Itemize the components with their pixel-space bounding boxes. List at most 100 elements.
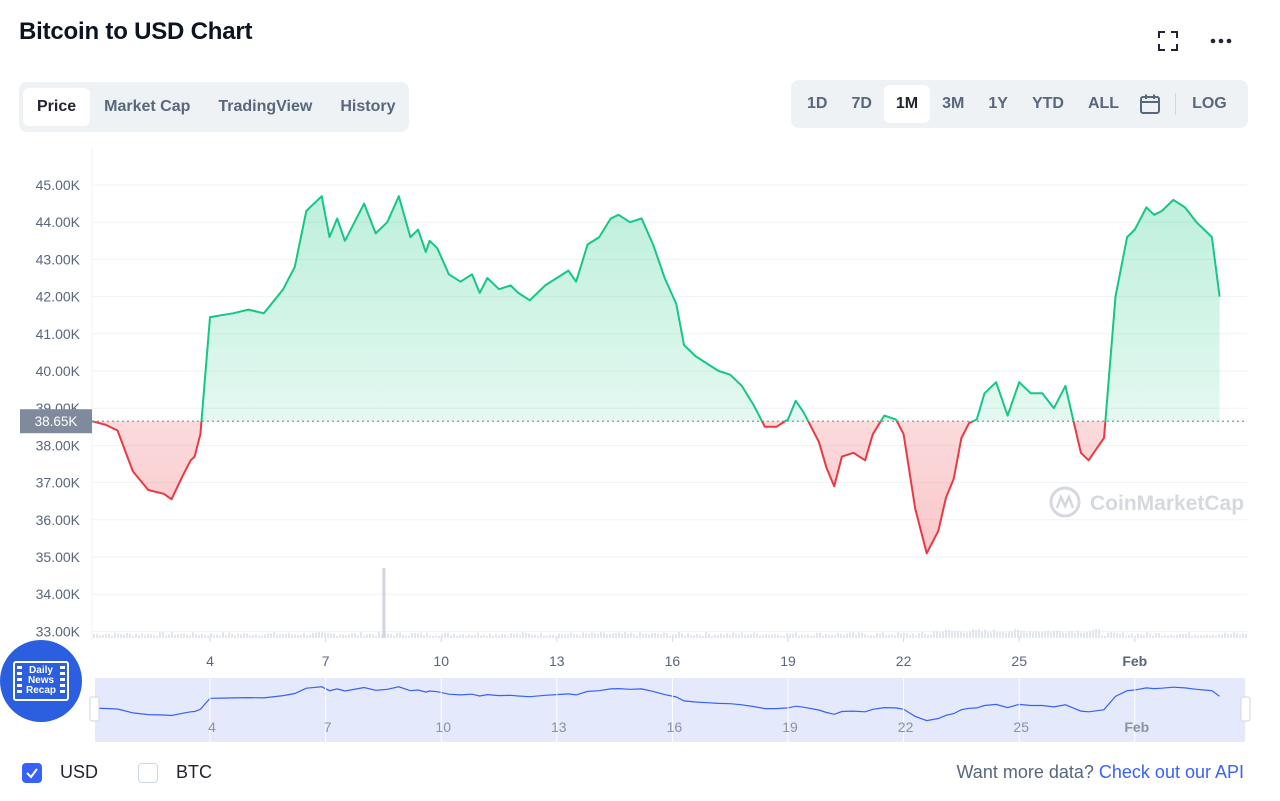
volume-bar bbox=[1146, 632, 1148, 638]
volume-bar bbox=[1200, 635, 1202, 638]
volume-bar bbox=[96, 633, 98, 638]
calendar-button[interactable] bbox=[1131, 85, 1169, 123]
navigator-handle-right[interactable] bbox=[1240, 696, 1251, 722]
volume-bar bbox=[357, 634, 359, 638]
tab-history[interactable]: History bbox=[340, 98, 396, 115]
volume-bar bbox=[1032, 632, 1034, 638]
volume-bar bbox=[582, 632, 584, 638]
volume-bar bbox=[585, 633, 587, 638]
range-7d[interactable]: 7D bbox=[851, 95, 872, 112]
volume-bar bbox=[822, 635, 824, 638]
volume-bar bbox=[567, 633, 569, 638]
usd-toggle[interactable]: USD bbox=[22, 762, 98, 783]
volume-bar bbox=[1041, 632, 1043, 638]
volume-bar bbox=[714, 634, 716, 638]
volume-bar bbox=[693, 635, 695, 638]
x-tick-label: 25 bbox=[1011, 653, 1027, 669]
volume-bar bbox=[150, 634, 152, 638]
range-3m[interactable]: 3M bbox=[942, 95, 965, 112]
volume-bar bbox=[678, 632, 680, 638]
volume-bar bbox=[957, 630, 959, 638]
volume-bar bbox=[783, 635, 785, 638]
range-1d[interactable]: 1D bbox=[807, 95, 828, 112]
volume-bar bbox=[345, 635, 347, 638]
volume-bar bbox=[540, 632, 542, 638]
volume-bar bbox=[555, 635, 557, 638]
volume-bar bbox=[351, 633, 353, 638]
volume-bar bbox=[840, 634, 842, 638]
volume-bar bbox=[945, 629, 947, 638]
navigator-handle-left[interactable] bbox=[89, 696, 100, 722]
volume-bar bbox=[105, 634, 107, 638]
tab-tradingview[interactable]: TradingView bbox=[218, 98, 313, 115]
volume-bar bbox=[588, 634, 590, 638]
volume-bar bbox=[501, 634, 503, 638]
btc-checkbox[interactable] bbox=[138, 762, 158, 783]
volume-bar bbox=[885, 634, 887, 638]
navigator-line bbox=[91, 686, 1220, 722]
volume-bar bbox=[420, 632, 422, 638]
volume-bar bbox=[1245, 634, 1247, 638]
volume-bar bbox=[378, 632, 380, 638]
volume-bar bbox=[615, 632, 617, 638]
volume-bar bbox=[387, 633, 389, 638]
volume-bar bbox=[234, 635, 236, 638]
volume-bar bbox=[306, 635, 308, 638]
volume-bar bbox=[1230, 633, 1232, 638]
volume-bar bbox=[294, 634, 296, 638]
badge-line-2: News bbox=[27, 675, 55, 686]
tab-price[interactable]: Price bbox=[23, 88, 91, 126]
volume-bar bbox=[531, 634, 533, 638]
navigator-tick-label: 25 bbox=[1013, 719, 1029, 735]
volume-bar bbox=[1176, 634, 1178, 638]
tab-market-cap[interactable]: Market Cap bbox=[104, 98, 191, 115]
api-link[interactable]: Check out our API bbox=[1098, 762, 1244, 782]
volume-bar bbox=[507, 635, 509, 638]
volume-bar bbox=[411, 633, 413, 638]
volume-bar bbox=[1161, 635, 1163, 638]
fullscreen-icon[interactable] bbox=[1155, 28, 1181, 54]
btc-toggle[interactable]: BTC bbox=[138, 762, 212, 783]
volume-bar bbox=[315, 632, 317, 638]
volume-bar bbox=[576, 634, 578, 638]
volume-bar bbox=[198, 635, 200, 638]
usd-checkbox[interactable] bbox=[22, 762, 42, 783]
volume-bar bbox=[729, 634, 731, 638]
volume-bar bbox=[1122, 632, 1124, 638]
volume-bar bbox=[846, 633, 848, 638]
volume-bar bbox=[1104, 635, 1106, 638]
range-ytd[interactable]: YTD bbox=[1031, 95, 1064, 112]
volume-bar bbox=[483, 635, 485, 638]
volume-bar bbox=[1035, 631, 1037, 638]
range-1y[interactable]: 1Y bbox=[988, 95, 1008, 112]
volume-bar bbox=[1038, 631, 1040, 638]
volume-bar bbox=[666, 633, 668, 638]
volume-bar bbox=[642, 633, 644, 638]
range-1m[interactable]: 1M bbox=[883, 85, 931, 123]
daily-news-recap-badge[interactable]: Daily News Recap bbox=[0, 640, 82, 722]
y-tick-label: 42.00K bbox=[36, 289, 81, 305]
volume-bar bbox=[477, 632, 479, 638]
volume-bar bbox=[219, 635, 221, 638]
volume-bar bbox=[267, 633, 269, 638]
volume-bar bbox=[348, 634, 350, 638]
volume-bar bbox=[1194, 634, 1196, 638]
volume-bar bbox=[138, 635, 140, 638]
volume-bar bbox=[108, 633, 110, 638]
volume-bar bbox=[735, 633, 737, 638]
more-icon[interactable] bbox=[1208, 28, 1234, 54]
log-toggle[interactable]: LOG bbox=[1192, 95, 1227, 112]
volume-bar bbox=[969, 631, 971, 638]
volume-bar bbox=[798, 635, 800, 638]
volume-bar bbox=[912, 633, 914, 638]
volume-bar bbox=[963, 632, 965, 638]
volume-bar bbox=[672, 634, 674, 638]
volume-bar bbox=[675, 634, 677, 638]
range-navigator[interactable]: 4 7 10 13 16 19 22 25 Feb bbox=[89, 678, 1251, 742]
volume-bar bbox=[468, 634, 470, 638]
volume-bar bbox=[408, 635, 410, 638]
range-all[interactable]: ALL bbox=[1087, 95, 1120, 112]
volume-bar bbox=[657, 633, 659, 638]
volume-bar bbox=[168, 634, 170, 638]
volume-bar bbox=[1179, 634, 1181, 638]
